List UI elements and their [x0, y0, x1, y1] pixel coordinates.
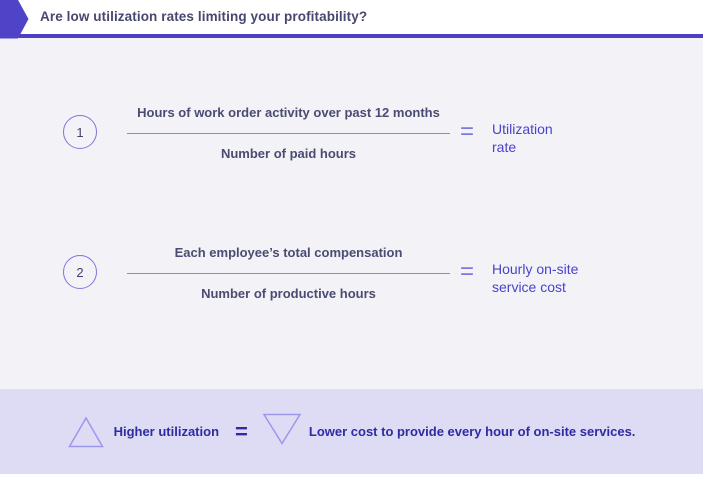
numerator-1: Hours of work order activity over past 1… [137, 105, 440, 120]
header-arrow-icon [0, 0, 29, 39]
result-1-line-2: rate [492, 139, 517, 155]
step-1-number: 1 [76, 124, 84, 140]
triangle-down-icon [262, 413, 302, 445]
footer-band: Higher utilization = Lower cost to provi… [0, 389, 703, 474]
page-title: Are low utilization rates limiting your … [40, 9, 368, 24]
fraction-2: Each employee’s total compensation Numbe… [127, 245, 450, 302]
triangle-up-icon [67, 416, 104, 447]
denominator-1: Number of paid hours [220, 146, 357, 161]
formula-row-hourly-cost: 2 Each employee’s total compensation Num… [0, 237, 703, 309]
fraction-line-1 [127, 133, 450, 134]
fraction-1: Hours of work order activity over past 1… [127, 105, 450, 162]
result-utilization-rate: Utilization rate [492, 120, 553, 156]
triangle-down-wrap [262, 413, 302, 445]
fraction-line-2 [127, 273, 450, 274]
denominator-2: Number of productive hours [201, 286, 376, 301]
result-1-line-1: Utilization [492, 121, 553, 137]
header-rule [0, 34, 703, 38]
step-2-badge: 2 [63, 255, 97, 289]
step-1-badge: 1 [63, 115, 97, 149]
equals-sign-1: = [460, 118, 475, 145]
header: Are low utilization rates limiting your … [0, 0, 703, 34]
bottom-margin [0, 474, 703, 478]
formula-row-utilization-rate: 1 Hours of work order activity over past… [0, 97, 703, 169]
footer-equals-sign: = [235, 418, 248, 444]
result-2-line-1: Hourly on-site [492, 261, 579, 277]
result-hourly-cost: Hourly on-site service cost [492, 260, 578, 296]
higher-utilization-label: Higher utilization [113, 424, 220, 439]
numerator-2: Each employee’s total compensation [174, 245, 403, 260]
lower-cost-label: Lower cost to provide every hour of on-s… [308, 424, 636, 439]
step-2-number: 2 [76, 264, 84, 280]
equals-sign-2: = [460, 258, 475, 285]
result-2-line-2: service cost [492, 279, 566, 295]
